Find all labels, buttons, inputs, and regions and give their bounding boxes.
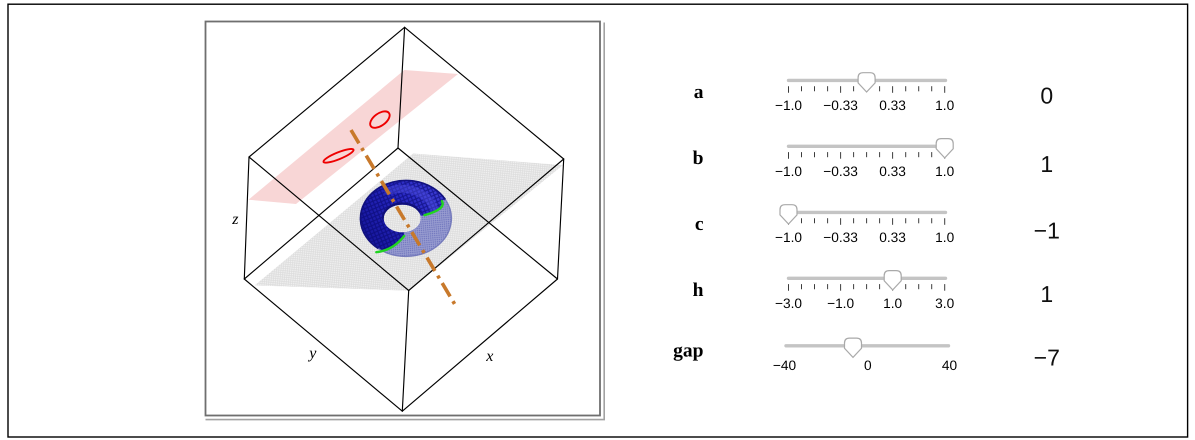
svg-text:−40: −40 [773,358,797,373]
svg-text:0: 0 [1040,82,1053,108]
svg-text:h: h [693,280,704,301]
svg-text:1.0: 1.0 [883,296,902,311]
svg-text:−0.33: −0.33 [823,98,858,113]
svg-text:40: 40 [942,358,958,373]
svg-text:−3.0: −3.0 [775,296,802,311]
svg-text:−1.0: −1.0 [775,230,802,245]
svg-text:−1.0: −1.0 [775,164,802,179]
svg-text:z: z [231,211,239,228]
svg-text:−1.0: −1.0 [827,296,854,311]
svg-text:−1: −1 [1034,218,1060,244]
svg-text:x: x [485,348,493,365]
svg-text:0.33: 0.33 [879,164,906,179]
svg-text:−1.0: −1.0 [775,98,802,113]
svg-text:0.33: 0.33 [879,98,906,113]
svg-text:−7: −7 [1034,345,1060,371]
svg-text:3.0: 3.0 [935,296,954,311]
svg-text:0.33: 0.33 [879,230,906,245]
svg-text:1.0: 1.0 [935,230,954,245]
svg-text:1: 1 [1040,281,1053,307]
svg-text:−0.33: −0.33 [823,230,858,245]
svg-text:b: b [693,148,704,169]
svg-text:1: 1 [1040,151,1053,177]
svg-text:a: a [694,82,704,103]
svg-text:1.0: 1.0 [935,164,954,179]
svg-text:c: c [695,214,704,235]
svg-text:1.0: 1.0 [935,98,954,113]
svg-text:y: y [307,345,317,362]
svg-text:gap: gap [673,341,704,362]
svg-text:0: 0 [864,358,872,373]
svg-text:−0.33: −0.33 [823,164,858,179]
